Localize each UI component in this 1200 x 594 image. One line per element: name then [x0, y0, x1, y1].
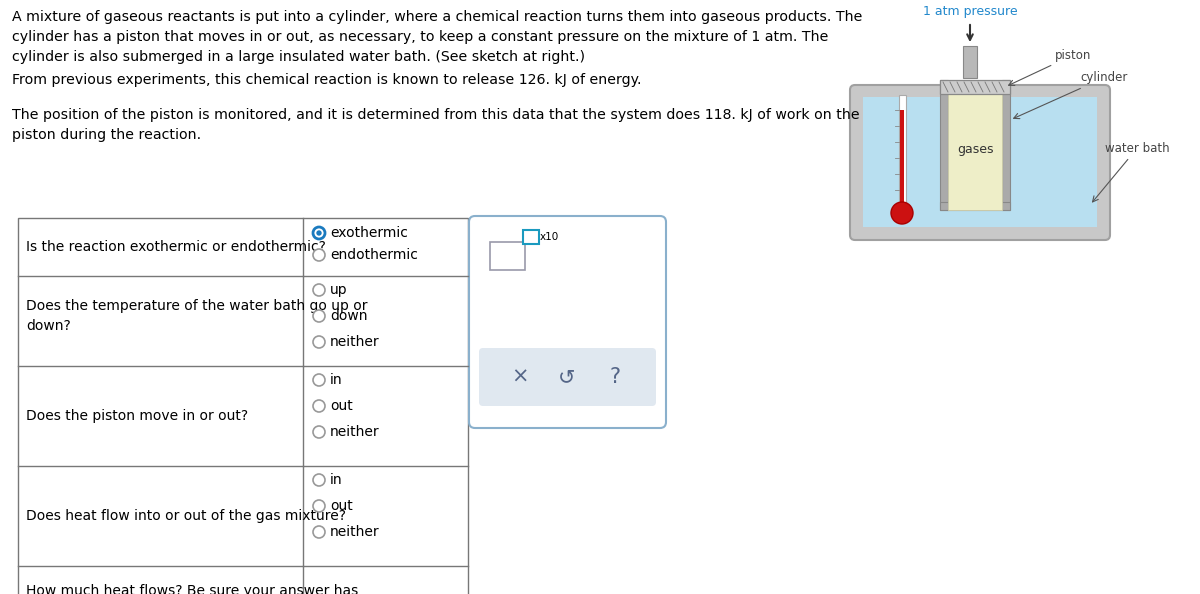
Bar	[900, 110, 904, 205]
Circle shape	[313, 249, 325, 261]
FancyBboxPatch shape	[479, 348, 656, 406]
Text: Does the piston move in or out?: Does the piston move in or out?	[26, 409, 248, 423]
Circle shape	[313, 474, 325, 486]
Text: neither: neither	[330, 425, 379, 439]
Bar	[940, 80, 1010, 94]
Bar	[523, 230, 539, 244]
Text: down: down	[330, 309, 367, 323]
Text: Does the temperature of the water bath go up or
down?: Does the temperature of the water bath g…	[26, 299, 367, 333]
Circle shape	[890, 202, 913, 224]
Circle shape	[313, 500, 325, 512]
FancyBboxPatch shape	[850, 85, 1110, 240]
Bar	[18, 218, 468, 594]
Text: in: in	[330, 473, 343, 487]
FancyBboxPatch shape	[469, 216, 666, 428]
Circle shape	[313, 374, 325, 386]
Circle shape	[313, 526, 325, 538]
Text: out: out	[330, 399, 353, 413]
Text: up: up	[330, 283, 348, 297]
Text: Does heat flow into or out of the gas mixture?: Does heat flow into or out of the gas mi…	[26, 509, 346, 523]
Bar	[940, 202, 1010, 210]
Text: gases: gases	[956, 143, 994, 156]
Bar	[940, 80, 948, 210]
Text: ↺: ↺	[558, 367, 576, 387]
Text: ×: ×	[511, 367, 529, 387]
Text: neither: neither	[330, 525, 379, 539]
Text: x10: x10	[540, 232, 559, 242]
Text: ?: ?	[610, 367, 620, 387]
Circle shape	[313, 227, 325, 239]
Bar	[899, 95, 906, 205]
Text: exothermic: exothermic	[330, 226, 408, 240]
Text: How much heat flows? Be sure your answer has
the correct number of significant d: How much heat flows? Be sure your answer…	[26, 584, 359, 594]
Text: The position of the piston is monitored, and it is determined from this data tha: The position of the piston is monitored,…	[12, 108, 859, 142]
Text: A mixture of gaseous reactants is put into a cylinder, where a chemical reaction: A mixture of gaseous reactants is put in…	[12, 10, 863, 64]
Circle shape	[313, 426, 325, 438]
Text: 1 atm pressure: 1 atm pressure	[923, 5, 1018, 18]
Text: cylinder: cylinder	[1014, 71, 1127, 119]
Text: endothermic: endothermic	[330, 248, 418, 262]
Text: water bath: water bath	[1092, 141, 1170, 202]
Circle shape	[313, 284, 325, 296]
Text: in: in	[330, 373, 343, 387]
Bar	[1002, 80, 1010, 210]
Bar	[863, 97, 1097, 227]
Text: piston: piston	[1009, 49, 1091, 86]
Bar	[490, 242, 526, 270]
Text: out: out	[330, 499, 353, 513]
Bar	[948, 88, 1002, 210]
Text: neither: neither	[330, 335, 379, 349]
Circle shape	[317, 230, 322, 236]
Text: From previous experiments, this chemical reaction is known to release 126. kJ of: From previous experiments, this chemical…	[12, 73, 642, 87]
Bar	[964, 46, 977, 78]
Circle shape	[313, 336, 325, 348]
Circle shape	[313, 310, 325, 322]
Circle shape	[313, 400, 325, 412]
Text: Is the reaction exothermic or endothermic?: Is the reaction exothermic or endothermi…	[26, 240, 326, 254]
